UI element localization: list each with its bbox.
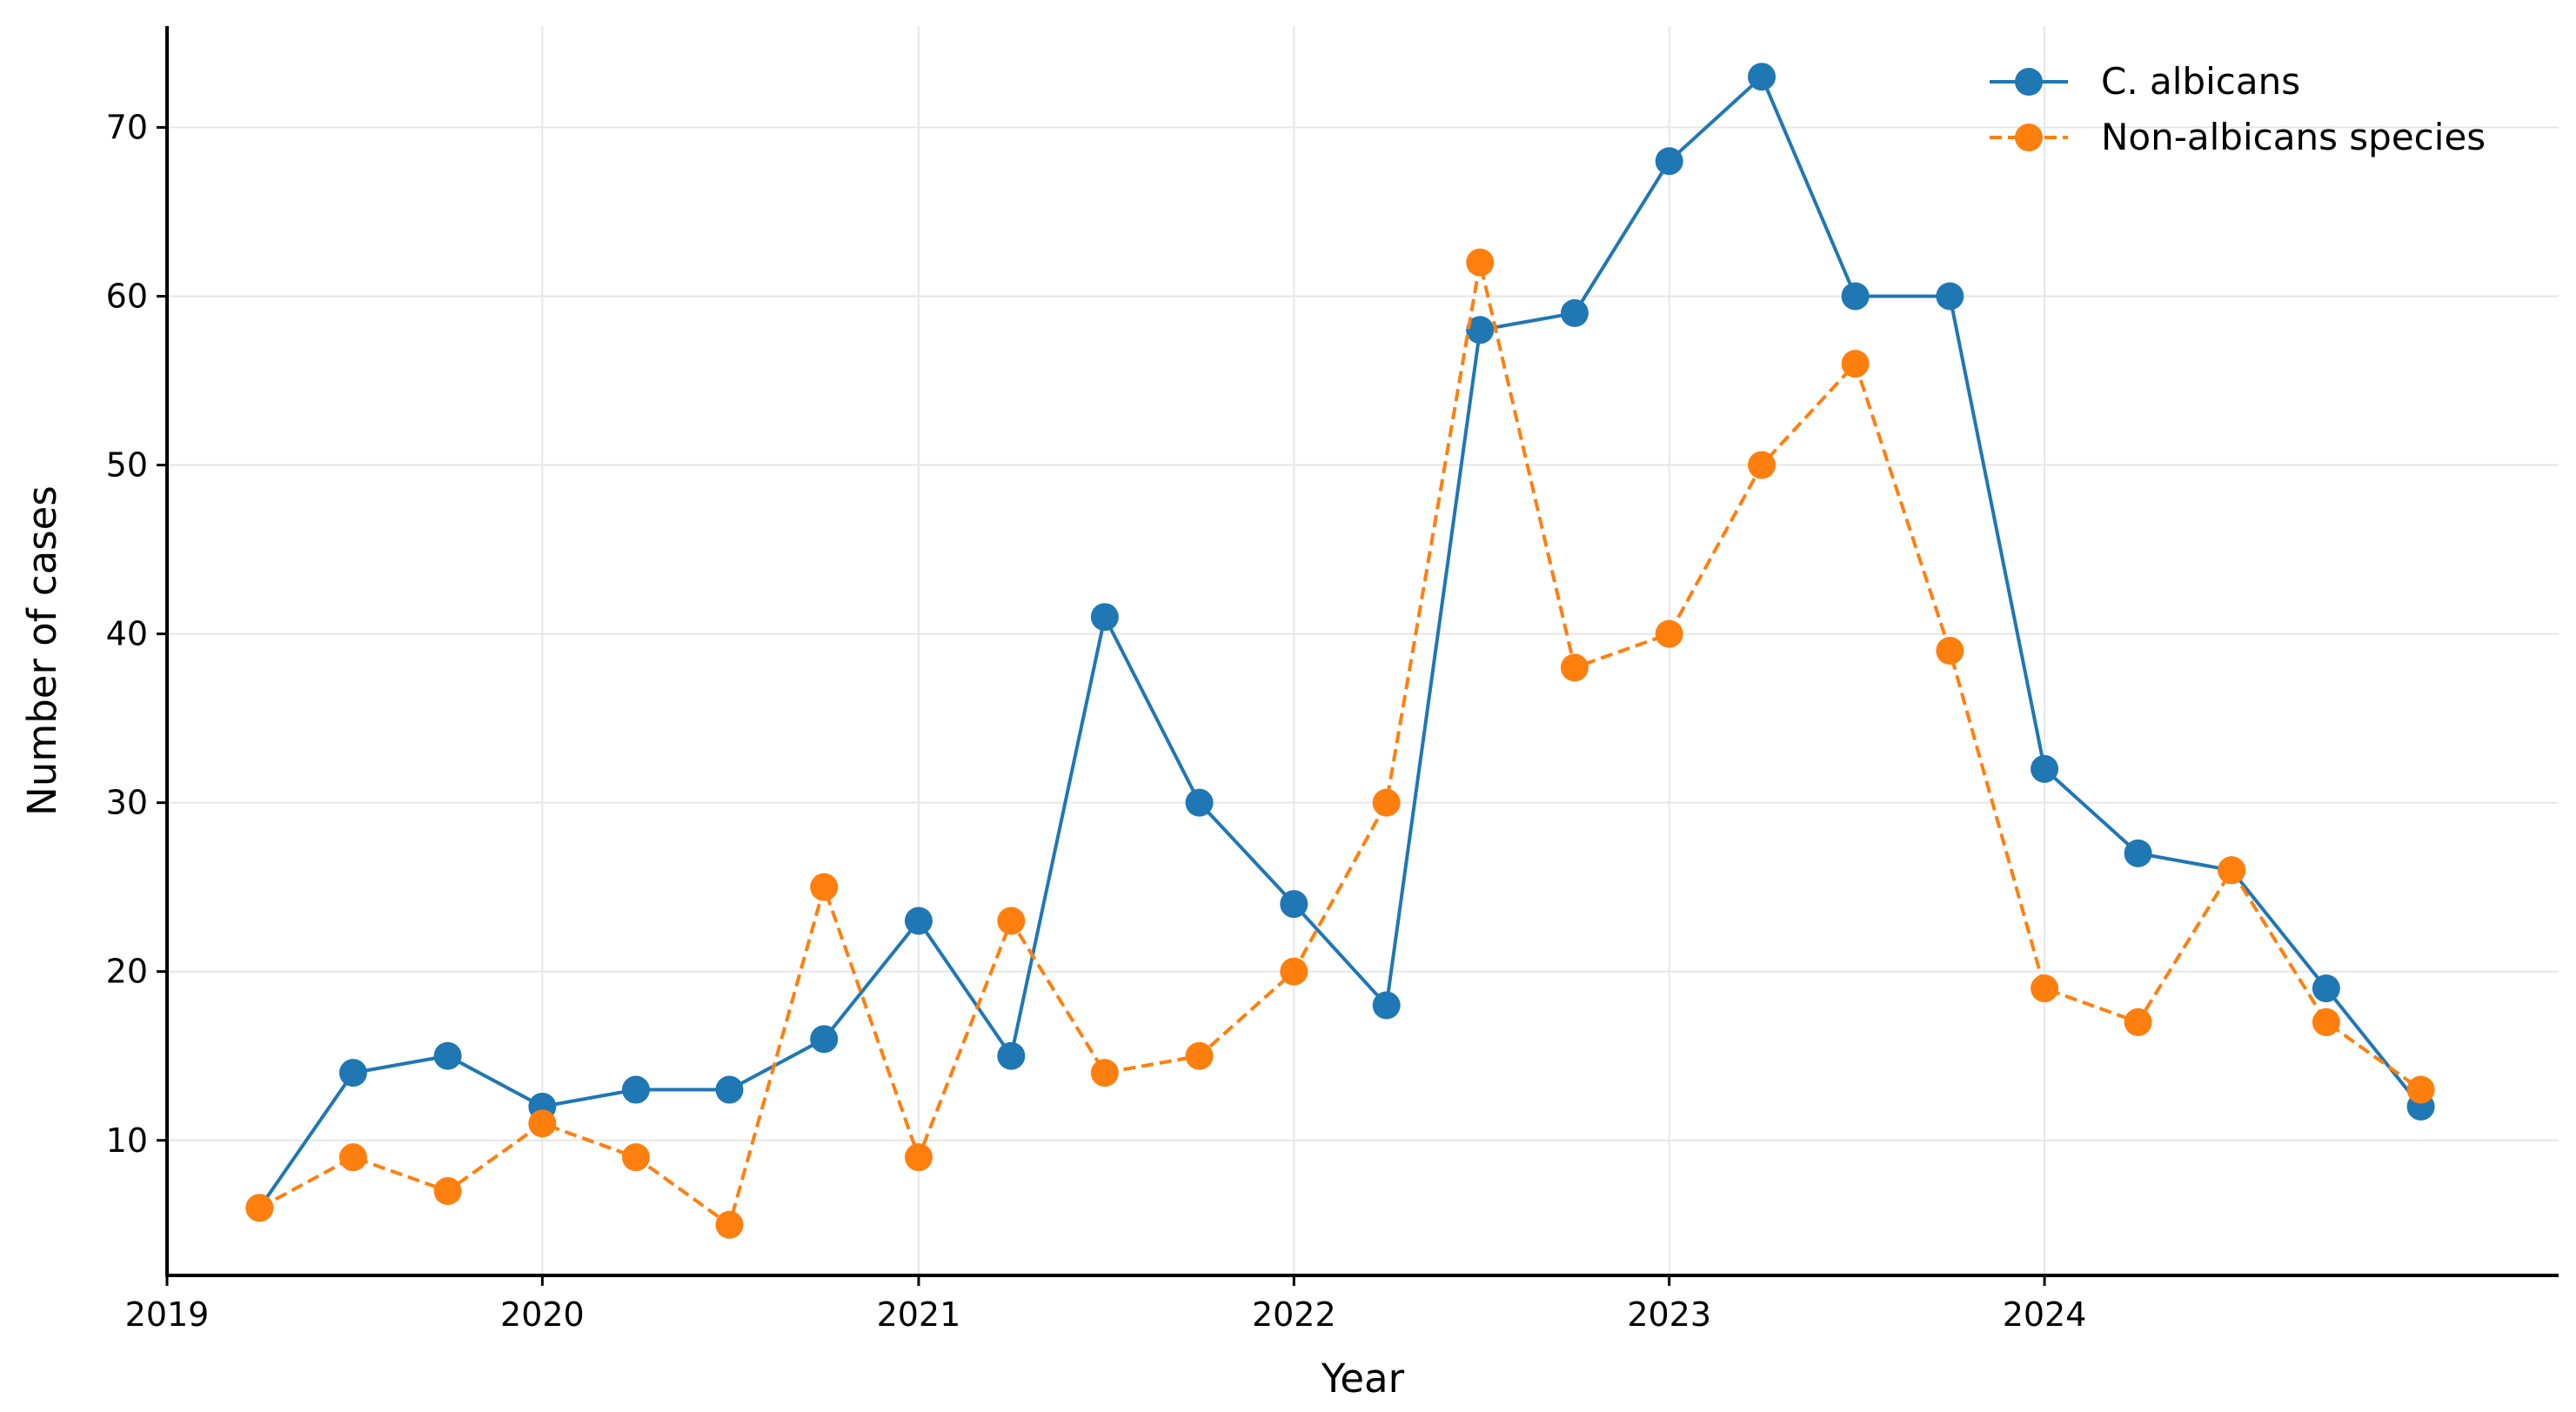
data-point-non-albicans-species: [1466, 248, 1495, 277]
data-point-non-albicans-species: [1841, 350, 1870, 378]
data-point-non-albicans-species: [1936, 637, 1964, 665]
data-point-non-albicans-species: [338, 1143, 367, 1172]
data-point-c-albicans: [997, 1041, 1026, 1070]
data-point-non-albicans-species: [1748, 451, 1776, 479]
legend-item-c-albicans: C. albicans: [1990, 60, 2300, 103]
series-non-albicans-species: [245, 248, 2435, 1239]
data-point-c-albicans: [810, 1025, 839, 1054]
data-point-non-albicans-species: [1185, 1041, 1214, 1070]
data-point-non-albicans-species: [1280, 957, 1308, 986]
data-point-non-albicans-species: [715, 1210, 744, 1239]
ticks: 10 20 30 40 50 60 70 2019 2020 2021 2022 2023 2024: [106, 108, 2087, 1334]
data-point-non-albicans-species: [810, 873, 839, 901]
legend-marker-non-albicans-species: [2015, 124, 2043, 151]
data-point-c-albicans: [2031, 754, 2059, 783]
data-point-c-albicans: [621, 1075, 650, 1104]
series: [245, 63, 2435, 1239]
series-line-c-albicans: [258, 75, 2423, 1209]
grid: [166, 26, 2559, 1275]
axes: [165, 26, 2559, 1277]
data-point-non-albicans-species: [2124, 1007, 2152, 1036]
data-point-c-albicans: [1090, 603, 1119, 632]
y-axis-label: Number of cases: [19, 485, 65, 816]
data-point-c-albicans: [904, 907, 933, 935]
x-tick-label: 2021: [877, 1295, 961, 1334]
data-point-c-albicans: [1655, 147, 1683, 176]
legend-label-c-albicans: C. albicans: [2101, 60, 2300, 103]
data-point-c-albicans: [1841, 282, 1870, 311]
data-point-non-albicans-species: [904, 1143, 933, 1172]
y-tick-label: 10: [106, 1121, 148, 1160]
data-point-c-albicans: [2124, 839, 2152, 867]
data-point-non-albicans-species: [1655, 619, 1683, 648]
x-tick-label: 2019: [125, 1295, 210, 1334]
data-point-c-albicans: [1560, 298, 1589, 327]
data-point-c-albicans: [433, 1041, 462, 1070]
data-point-non-albicans-species: [528, 1109, 557, 1138]
data-point-c-albicans: [715, 1075, 744, 1104]
y-tick-label: 30: [106, 784, 148, 822]
y-tick-label: 60: [106, 277, 148, 315]
data-point-non-albicans-species: [2218, 856, 2246, 885]
y-tick-label: 70: [106, 108, 148, 146]
data-point-non-albicans-species: [621, 1143, 650, 1172]
legend-item-non-albicans-species: Non-albicans species: [1990, 116, 2486, 158]
data-point-non-albicans-species: [245, 1194, 274, 1222]
data-point-c-albicans: [2312, 974, 2340, 1003]
data-point-c-albicans: [1185, 788, 1214, 817]
data-point-non-albicans-species: [433, 1176, 462, 1205]
legend-marker-c-albicans: [2015, 68, 2043, 96]
y-tick-label: 50: [106, 446, 148, 485]
data-point-non-albicans-species: [1372, 788, 1401, 817]
y-tick-label: 40: [106, 615, 148, 653]
y-tick-label: 20: [106, 953, 148, 991]
series-line-non-albicans-species: [258, 260, 2422, 1227]
data-point-c-albicans: [1466, 316, 1495, 345]
data-point-non-albicans-species: [1560, 653, 1589, 682]
x-axis-label: Year: [1321, 1355, 1405, 1402]
data-point-c-albicans: [338, 1059, 367, 1087]
data-point-c-albicans: [1280, 890, 1308, 919]
legend: C. albicans Non-albicans species: [1990, 60, 2486, 158]
data-point-c-albicans: [1372, 991, 1401, 1020]
data-point-non-albicans-species: [1090, 1059, 1119, 1087]
data-point-non-albicans-species: [2312, 1007, 2340, 1036]
x-tick-label: 2023: [1627, 1295, 1711, 1334]
data-point-non-albicans-species: [2031, 974, 2059, 1003]
x-tick-label: 2020: [500, 1295, 585, 1334]
data-point-non-albicans-species: [2406, 1075, 2435, 1104]
data-point-non-albicans-species: [997, 907, 1026, 935]
data-point-c-albicans: [1936, 282, 1964, 311]
x-tick-label: 2024: [2003, 1295, 2087, 1334]
legend-label-non-albicans-species: Non-albicans species: [2101, 116, 2486, 158]
data-point-c-albicans: [1748, 63, 1776, 91]
x-tick-label: 2022: [1252, 1295, 1336, 1334]
